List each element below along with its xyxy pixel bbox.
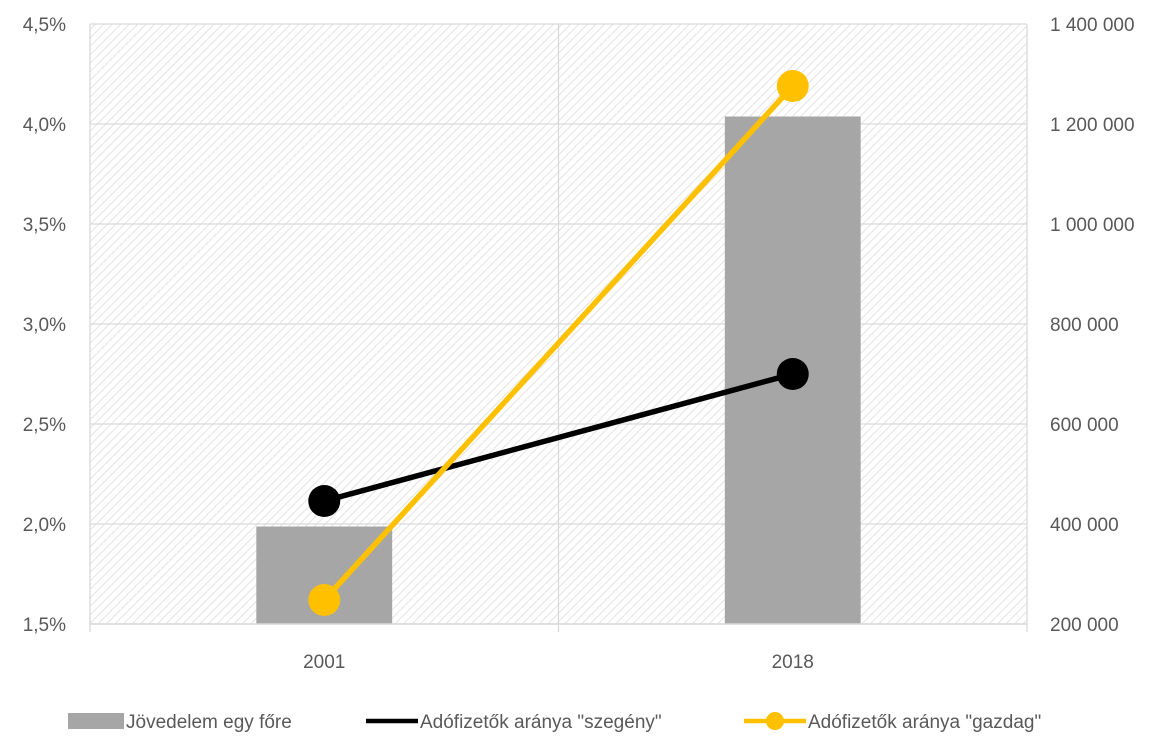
data-point-series-2-2018 xyxy=(776,70,809,102)
left-axis-tick-label: 2,0% xyxy=(23,515,66,536)
left-axis-tick-label: 4,0% xyxy=(23,115,66,136)
x-axis-tick-label: 2001 xyxy=(303,652,345,673)
legend-swatch-marker xyxy=(766,712,784,730)
legend-label: Jövedelem egy főre xyxy=(126,712,292,733)
axes: 1,5% 2,0% 2,5% 3,0% 3,5% 4,0% 4,5% 200 000 400 0… xyxy=(23,15,1135,673)
legend-swatch-bar xyxy=(68,713,124,729)
right-axis-tick-label: 600 000 xyxy=(1050,415,1119,436)
data-point-series-1-2001 xyxy=(308,485,341,517)
legend: Jövedelem egy főre Adófizetők aránya "sze… xyxy=(68,712,1041,733)
left-axis-tick-label: 3,5% xyxy=(23,215,66,236)
legend-label: Adófizetők aránya "szegény" xyxy=(420,712,662,733)
right-axis-tick-label: 400 000 xyxy=(1050,515,1119,536)
left-axis-tick-label: 3,0% xyxy=(23,315,66,336)
data-point-series-1-2018 xyxy=(776,358,809,390)
left-axis-tick-label: 4,5% xyxy=(23,15,66,36)
x-axis-tick-label: 2018 xyxy=(772,652,814,673)
right-axis-tick-label: 1 400 000 xyxy=(1050,15,1135,36)
line-series xyxy=(308,70,809,616)
right-axis-tick-label: 1 200 000 xyxy=(1050,115,1135,136)
right-axis-tick-label: 200 000 xyxy=(1050,615,1119,636)
left-axis-tick-label: 1,5% xyxy=(23,615,66,636)
left-axis-tick-label: 2,5% xyxy=(23,415,66,436)
right-axis-tick-label: 1 000 000 xyxy=(1050,215,1135,236)
right-axis-tick-label: 800 000 xyxy=(1050,315,1119,336)
line-series-2 xyxy=(322,84,795,602)
legend-label: Adófizetők aránya "gazdag" xyxy=(808,712,1041,733)
gridlines xyxy=(89,23,1028,632)
line-series-1 xyxy=(323,371,794,504)
data-point-series-2-2001 xyxy=(308,584,341,616)
